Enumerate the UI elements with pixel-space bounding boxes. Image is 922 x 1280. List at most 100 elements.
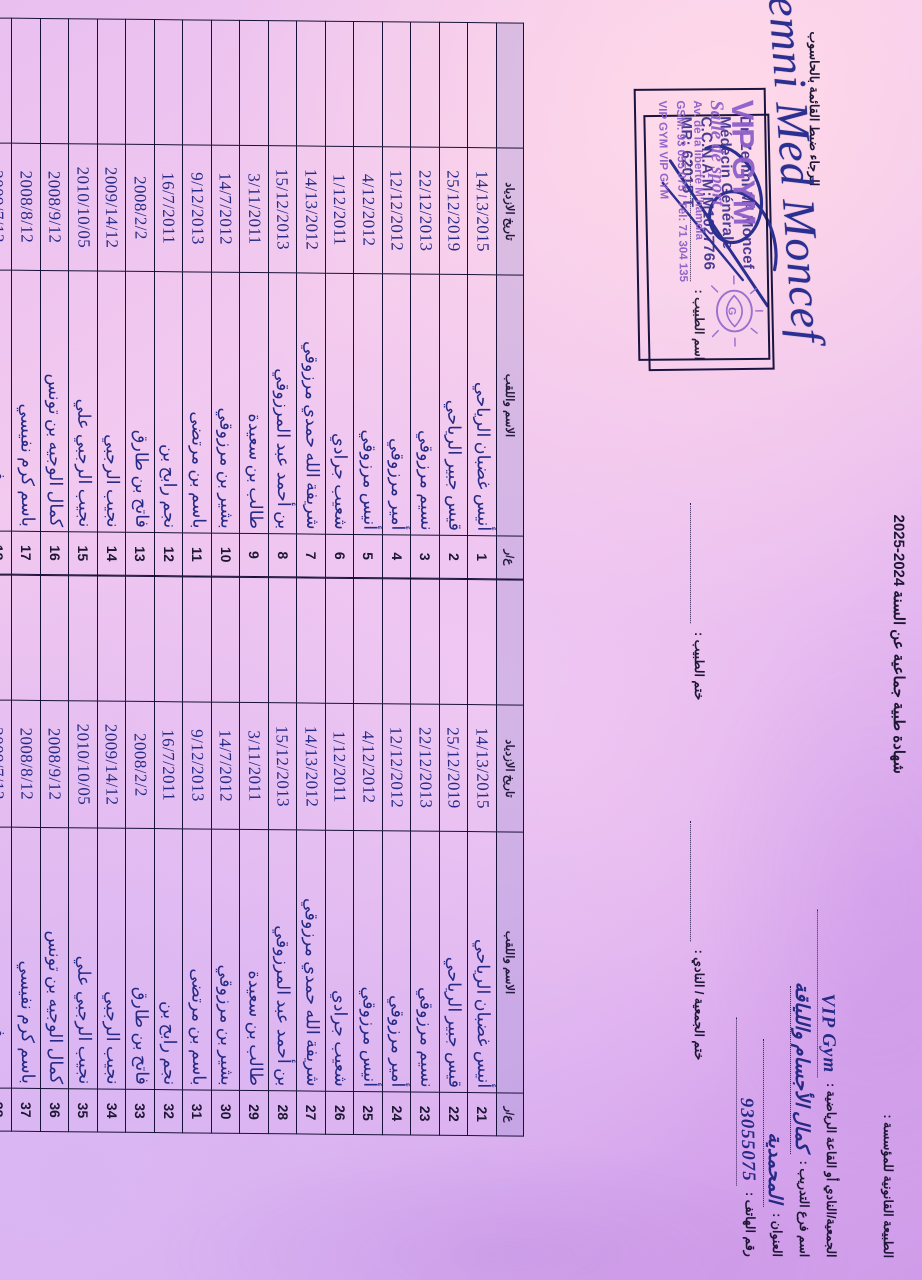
- cell-member-name[interactable]: نسيم مرزوقي: [411, 274, 440, 536]
- cell-signature[interactable]: [240, 577, 269, 703]
- cell-birthdate[interactable]: 14/13/2015: [468, 147, 497, 275]
- cell-member-name[interactable]: كمال الوجيه بن تونس: [40, 270, 69, 532]
- cell-birthdate[interactable]: 9/12/2013: [183, 701, 212, 830]
- cell-birthdate[interactable]: 2008/8/12: [12, 700, 41, 828]
- cell-member-name[interactable]: أنيس مرزوقي: [354, 273, 383, 535]
- cell-member-name[interactable]: بشير بن مرزوقي: [211, 272, 240, 534]
- cell-signature[interactable]: [411, 22, 440, 148]
- cell-signature[interactable]: [382, 578, 411, 705]
- cell-birthdate[interactable]: 2010/10/05: [69, 143, 98, 272]
- cell-birthdate[interactable]: 22/12/2013: [411, 704, 440, 832]
- cell-member-name[interactable]: نجيب الرجبي علي: [69, 270, 98, 533]
- cell-member-name[interactable]: باسم كرم نفيسي: [12, 270, 41, 532]
- cell-birthdate[interactable]: 16/7/2011: [154, 144, 183, 272]
- cell-member-name[interactable]: فاتح بن طارق: [126, 828, 155, 1090]
- cell-birthdate[interactable]: 16/7/2011: [154, 701, 183, 829]
- cell-birthdate[interactable]: 14/13/2015: [468, 704, 497, 832]
- cell-birthdate[interactable]: 2008/9/12: [40, 700, 69, 828]
- cell-birthdate[interactable]: 1/12/2011: [325, 146, 354, 274]
- cell-member-name[interactable]: أمير مرزوقي: [382, 830, 411, 1093]
- cell-signature[interactable]: [439, 22, 468, 148]
- cell-signature[interactable]: [183, 19, 212, 146]
- field-club-input[interactable]: VIP Gym: [817, 908, 840, 1078]
- cell-signature[interactable]: [211, 577, 240, 703]
- cell-birthdate[interactable]: 4/12/2012: [354, 703, 383, 831]
- cell-signature[interactable]: [268, 20, 297, 146]
- cell-birthdate[interactable]: 14/7/2012: [211, 702, 240, 830]
- cell-member-name[interactable]: أمير مرزوقي: [382, 273, 411, 536]
- cell-member-name[interactable]: قيس جبير الرياحي: [439, 831, 468, 1093]
- cell-birthdate[interactable]: 4/12/2012: [354, 146, 383, 274]
- field-branch-input[interactable]: كمال الأجسام واللياقة: [790, 982, 812, 1155]
- cell-member-name[interactable]: شعيب جرادي: [325, 830, 354, 1092]
- cell-member-name[interactable]: طالب بن سعيدة: [240, 272, 269, 534]
- cell-birthdate[interactable]: 2009/14/12: [97, 701, 126, 829]
- cell-member-name[interactable]: نجم رابح بن: [154, 828, 183, 1090]
- cell-member-name[interactable]: نجيب الرجبي: [97, 828, 126, 1090]
- cell-signature[interactable]: [411, 579, 440, 705]
- cell-birthdate[interactable]: 15/12/2013: [268, 702, 297, 830]
- cell-birthdate[interactable]: 2008/2/2: [126, 701, 155, 829]
- cell-signature[interactable]: [354, 21, 383, 147]
- cell-signature[interactable]: [126, 19, 155, 145]
- cell-signature[interactable]: [97, 19, 126, 145]
- cell-member-name[interactable]: أنيس غضبان الرياحي: [468, 831, 497, 1093]
- cell-birthdate[interactable]: 2008/9/12: [40, 143, 69, 271]
- cell-signature[interactable]: [240, 20, 269, 146]
- cell-birthdate[interactable]: 12/12/2012: [382, 146, 411, 275]
- cell-birthdate[interactable]: 9/12/2013: [183, 144, 212, 273]
- cell-signature[interactable]: [297, 577, 326, 704]
- cell-signature[interactable]: [468, 22, 497, 148]
- cell-signature[interactable]: [69, 18, 98, 145]
- cell-signature[interactable]: [325, 578, 354, 704]
- cell-birthdate[interactable]: 14/13/2012: [297, 702, 326, 831]
- cell-member-name[interactable]: شعيب جرادي: [325, 273, 354, 535]
- cell-member-name[interactable]: كمال الوجيه بن تونس: [40, 827, 69, 1089]
- cell-signature[interactable]: [97, 576, 126, 702]
- cell-member-name[interactable]: باسم بن مرتضى: [183, 271, 212, 534]
- cell-member-name[interactable]: باسم بن مرتضى: [183, 828, 212, 1091]
- cell-birthdate[interactable]: 25/12/2019: [439, 704, 468, 832]
- doctor-stamp-slot[interactable]: [690, 503, 704, 624]
- cell-member-name[interactable]: بشير بن مرزوقي: [211, 829, 240, 1091]
- cell-member-name[interactable]: نسيم مرزوقي: [411, 831, 440, 1093]
- cell-signature[interactable]: [439, 579, 468, 705]
- cell-birthdate[interactable]: 1/12/2011: [325, 703, 354, 831]
- cell-signature[interactable]: [12, 18, 41, 144]
- cell-signature[interactable]: [183, 576, 212, 703]
- cell-birthdate[interactable]: 25/12/2019: [439, 147, 468, 275]
- cell-member-name[interactable]: نجيب الرجبي علي: [69, 827, 98, 1090]
- cell-signature[interactable]: [0, 17, 12, 144]
- cell-member-name[interactable]: بن أحمد عبد المرزوقي: [268, 272, 297, 534]
- cell-signature[interactable]: [382, 21, 411, 148]
- cell-signature[interactable]: [268, 577, 297, 703]
- cell-birthdate[interactable]: 2008/2/2: [126, 144, 155, 272]
- club-stamp-slot[interactable]: [690, 821, 704, 942]
- field-address-input[interactable]: المحمدية: [763, 1039, 785, 1208]
- cell-birthdate[interactable]: 2009/7/12: [0, 699, 12, 828]
- cell-signature[interactable]: [154, 576, 183, 702]
- cell-signature[interactable]: [69, 575, 98, 702]
- cell-member-name[interactable]: بريس فريد بن: [0, 269, 12, 532]
- cell-birthdate[interactable]: 3/11/2011: [240, 145, 269, 273]
- cell-signature[interactable]: [40, 575, 69, 701]
- cell-birthdate[interactable]: 14/7/2012: [211, 145, 240, 273]
- cell-member-name[interactable]: قيس جبير الرياحي: [439, 274, 468, 536]
- cell-birthdate[interactable]: 14/13/2012: [297, 145, 326, 274]
- cell-birthdate[interactable]: 2010/10/05: [69, 700, 98, 829]
- cell-member-name[interactable]: بن أحمد عبد المرزوقي: [268, 829, 297, 1091]
- cell-birthdate[interactable]: 22/12/2013: [411, 147, 440, 275]
- cell-signature[interactable]: [0, 574, 12, 701]
- cell-birthdate[interactable]: 2009/7/12: [0, 142, 12, 271]
- cell-signature[interactable]: [211, 20, 240, 146]
- cell-signature[interactable]: [325, 21, 354, 147]
- cell-member-name[interactable]: فاتح بن طارق: [126, 271, 155, 533]
- cell-signature[interactable]: [12, 575, 41, 701]
- cell-signature[interactable]: [354, 578, 383, 704]
- cell-birthdate[interactable]: 2009/14/12: [97, 144, 126, 272]
- cell-member-name[interactable]: نجيب الرجبي: [97, 271, 126, 533]
- cell-birthdate[interactable]: 15/12/2013: [268, 145, 297, 273]
- cell-signature[interactable]: [154, 19, 183, 145]
- cell-member-name[interactable]: طالب بن سعيدة: [240, 829, 269, 1091]
- cell-birthdate[interactable]: 2008/8/12: [12, 143, 41, 271]
